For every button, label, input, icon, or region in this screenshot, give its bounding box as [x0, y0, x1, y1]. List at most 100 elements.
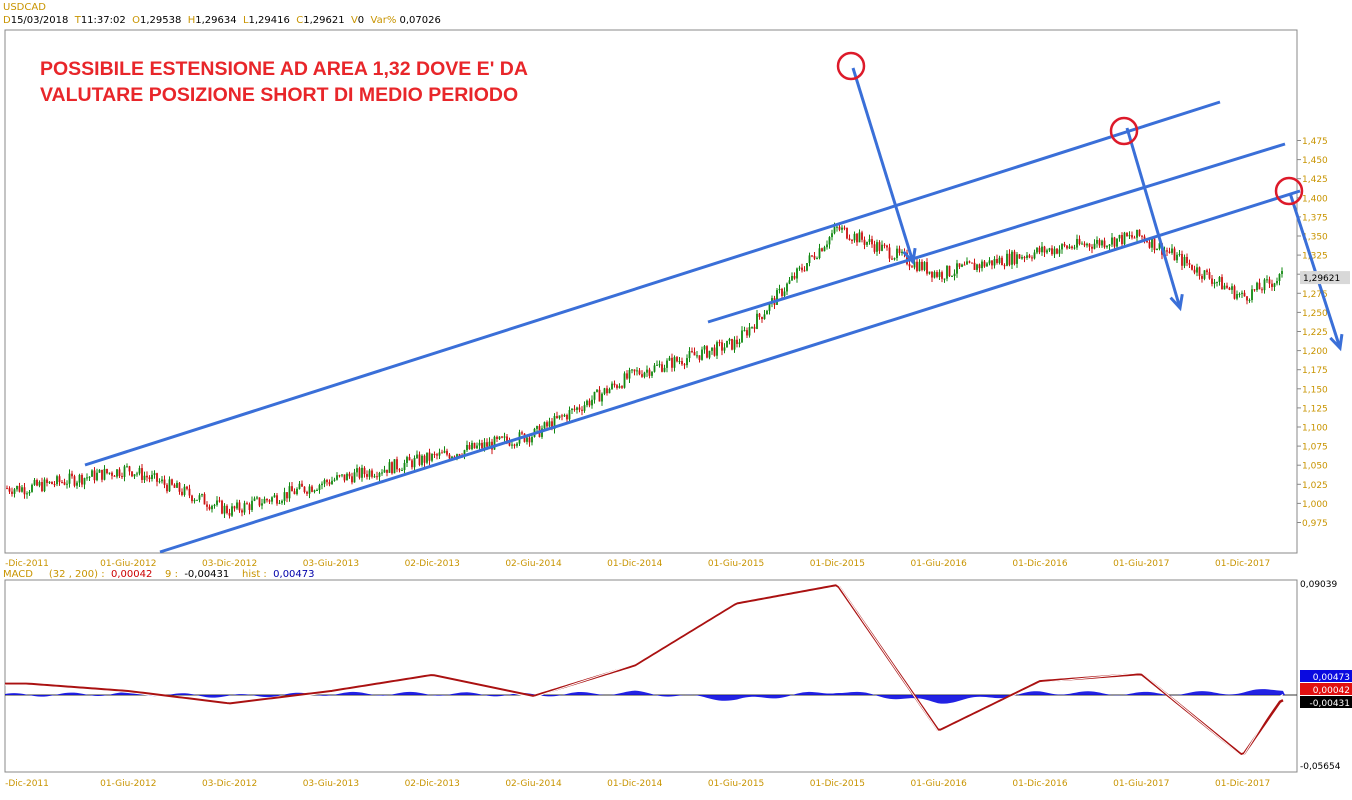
candle-body — [188, 488, 191, 496]
candle-body — [668, 357, 671, 361]
candle-body — [643, 372, 646, 377]
quote-varpct: 0,07026 — [399, 15, 441, 26]
candle-body — [238, 502, 241, 511]
candle-body — [1201, 275, 1203, 279]
candle-body — [726, 340, 728, 348]
candle-body — [431, 454, 433, 461]
candle-body — [486, 442, 488, 447]
candle-body — [526, 437, 528, 442]
candle-body — [146, 475, 148, 478]
candle-body — [693, 352, 696, 356]
quote-key-high: H — [187, 15, 196, 26]
candle-body — [1046, 250, 1048, 253]
candle-body — [311, 486, 313, 492]
candle-body — [101, 469, 103, 480]
quote-time: 11:37:02 — [80, 15, 126, 26]
candle-body — [551, 421, 553, 430]
candle-body — [778, 288, 781, 291]
candle-body — [831, 233, 833, 238]
panel-frames — [4, 29, 1298, 773]
trend-arrow — [1125, 127, 1182, 309]
candle-body — [106, 468, 108, 474]
candle-body — [453, 456, 456, 458]
candle-body — [501, 436, 503, 438]
x-tick-label: -Dic-2011 — [5, 779, 49, 789]
macd-axis-label: -0,05654 — [1300, 762, 1341, 772]
candle-body — [1218, 277, 1221, 282]
candle-body — [981, 261, 983, 269]
candle-body — [1151, 238, 1153, 248]
candle-body — [438, 452, 441, 456]
candle-body — [481, 442, 483, 449]
candle-body — [573, 408, 576, 410]
candle-body — [136, 473, 138, 475]
candle-body — [536, 426, 538, 429]
candle-body — [1251, 289, 1253, 300]
candle-body — [898, 248, 901, 254]
candle-body — [656, 364, 658, 366]
macd-value-badge — [1300, 696, 1352, 708]
candle-body — [1136, 229, 1138, 238]
candle-body — [841, 227, 843, 230]
candle-body — [413, 458, 416, 468]
candle-body — [253, 498, 256, 501]
candle-body — [8, 488, 11, 492]
candle-body — [348, 473, 351, 477]
candle-body — [858, 232, 861, 243]
candle-body — [753, 326, 756, 329]
candle-body — [701, 349, 703, 360]
candle-body — [771, 298, 773, 303]
candle-body — [578, 407, 581, 410]
candle-body — [1041, 246, 1043, 253]
candle-body — [761, 316, 763, 320]
candle-body — [418, 454, 421, 465]
candle-body — [786, 283, 788, 292]
candle-body — [541, 428, 543, 437]
x-tick-label: 01-Giu-2017 — [1113, 779, 1169, 789]
candle-body — [261, 503, 263, 506]
candle-body — [428, 452, 431, 461]
macd-value-badge — [1300, 683, 1352, 695]
candle-body — [408, 457, 411, 461]
candle-body — [183, 486, 186, 495]
candle-body — [121, 476, 123, 478]
x-tick-label: 02-Giu-2014 — [505, 779, 562, 789]
candle-body — [991, 260, 993, 266]
quote-key-open: O — [132, 15, 140, 26]
quote-key-close: C — [296, 15, 304, 26]
candle-body — [423, 455, 426, 463]
candle-body — [1173, 248, 1176, 261]
candle-body — [1148, 242, 1151, 248]
candle-body — [1113, 237, 1116, 247]
candle-body — [308, 486, 311, 494]
candle-body — [13, 489, 16, 494]
candle-body — [928, 271, 931, 274]
candle-body — [201, 494, 203, 496]
candle-body — [696, 355, 698, 357]
candle-body — [1248, 299, 1251, 301]
hist-value: 0,00473 — [273, 569, 315, 580]
candle-body — [1073, 247, 1076, 249]
candle-body — [618, 386, 621, 388]
candle-body — [766, 310, 768, 315]
candle-body — [1086, 243, 1088, 246]
x-tick-label: 01-Giu-2017 — [1113, 559, 1169, 569]
candle-body — [91, 470, 93, 477]
quote-key-date: D — [3, 15, 11, 26]
candle-body — [36, 480, 38, 486]
candle-body — [26, 493, 28, 495]
candle-body — [1141, 235, 1143, 237]
candle-body — [271, 497, 273, 502]
candle-body — [1236, 294, 1238, 299]
candle-body — [416, 454, 418, 459]
candle-body — [236, 502, 238, 509]
quote-key-varpct: Var% — [370, 15, 397, 26]
candle-body — [1111, 237, 1113, 245]
candle-body — [936, 272, 938, 277]
candle-body — [241, 510, 243, 513]
candle-body — [223, 505, 226, 514]
candle-body — [798, 267, 801, 269]
candle-body — [161, 479, 163, 482]
candle-body — [616, 385, 618, 388]
candle-body — [498, 436, 501, 439]
